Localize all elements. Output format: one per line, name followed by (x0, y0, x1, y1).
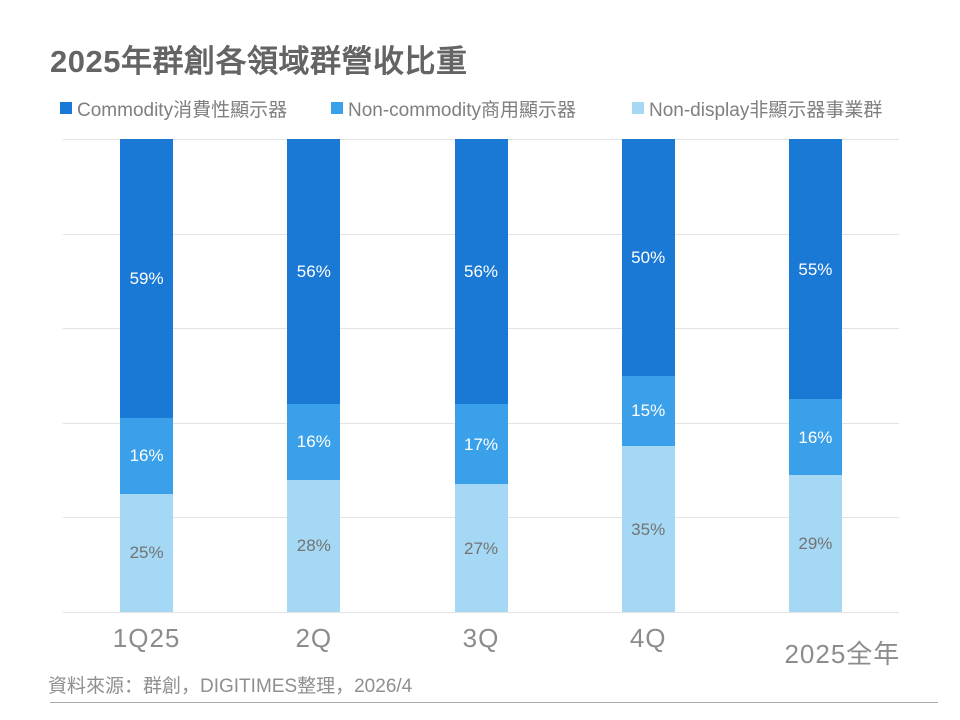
legend-item-label: Non-display非顯示器事業群 (649, 100, 883, 121)
legend-color-swatch-icon (632, 101, 644, 114)
x-axis-label-4q: 4Q (629, 623, 667, 653)
bar-segment: 50% (621, 139, 675, 376)
x-axis-label-3q: 3Q (462, 623, 500, 653)
bar-segment-label: 17% (463, 434, 499, 454)
bar-segment-label: 56% (296, 261, 331, 281)
bar-segment-label: 50% (631, 247, 666, 267)
gridline-0 (63, 612, 899, 613)
bar-segment-label: 29% (798, 533, 833, 553)
x-axis-label-1q25: 1Q25 (112, 623, 181, 653)
bar-segment-label: 16% (296, 432, 331, 452)
legend: Commodity消費性顯示器 Non-commodity商用顯示器 Non-dis… (0, 95, 960, 121)
legend-item-2: Non-display非顯示器事業群 (632, 95, 882, 122)
x-axis-label-2025全年: 2025全年 (784, 639, 901, 669)
legend-item-0: Commodity消費性顯示器 (60, 95, 287, 122)
legend-item-label: Commodity消費性顯示器 (77, 100, 288, 121)
legend-item-label: Non-commodity商用顯示器 (348, 100, 577, 121)
bar-segment-label: 16% (798, 427, 833, 447)
bar-segment-label: 25% (129, 543, 164, 563)
legend-item-1: Non-commodity商用顯示器 (331, 95, 576, 122)
bar-segment: 15% (621, 375, 675, 447)
bottom-divider (50, 702, 938, 703)
bar-segment: 59% (120, 139, 174, 419)
bar-segment: 29% (788, 474, 842, 612)
source-note: 資料來源：群創，DIGITIMES整理，2026/4 (48, 676, 413, 697)
bar-segment: 55% (788, 139, 842, 400)
page-title: 2025年群創各領域群營收比重 (50, 44, 468, 79)
bar-segment-label: 16% (129, 446, 164, 466)
bar-3q: 56% 17% 27% (454, 139, 508, 612)
bar-segment: 35% (621, 446, 675, 612)
bar-4q: 50% 15% 35% (621, 139, 675, 612)
bar-segment-label: 59% (129, 269, 164, 289)
legend-color-swatch-icon (331, 101, 343, 114)
bar-segment-label: 35% (631, 519, 666, 539)
bar-segment-label: 55% (798, 259, 833, 279)
bar-segment-label: 15% (631, 401, 666, 421)
bar-segment-label: 28% (296, 536, 331, 556)
bar-segment: 25% (120, 493, 174, 612)
bar-segment: 56% (454, 139, 508, 404)
bar-segment: 16% (120, 418, 174, 494)
bar-2q: 56% 16% 28% (287, 139, 341, 612)
x-axis: 1Q25 2Q 3Q 4Q 2025全年 (63, 623, 900, 673)
bar-segment: 28% (287, 479, 341, 612)
bar-segment: 16% (788, 399, 842, 475)
bar-segment-label: 56% (463, 261, 499, 281)
x-axis-label-2q: 2Q (295, 623, 333, 653)
legend-color-swatch-icon (60, 101, 72, 114)
bar-segment: 56% (287, 139, 341, 404)
plot-area: 59% 16% 25% 56% 16% 28% 56% 17% 27% 50% 15% 35% 55% 1… (63, 139, 899, 613)
bar-2025全年: 55% 16% 29% (788, 139, 842, 612)
bar-segment: 16% (287, 403, 341, 480)
bar-segment-label: 27% (463, 538, 499, 558)
bar-segment: 27% (454, 484, 508, 612)
bar-1q25: 59% 16% 25% (120, 139, 174, 612)
bar-segment: 17% (454, 403, 508, 485)
